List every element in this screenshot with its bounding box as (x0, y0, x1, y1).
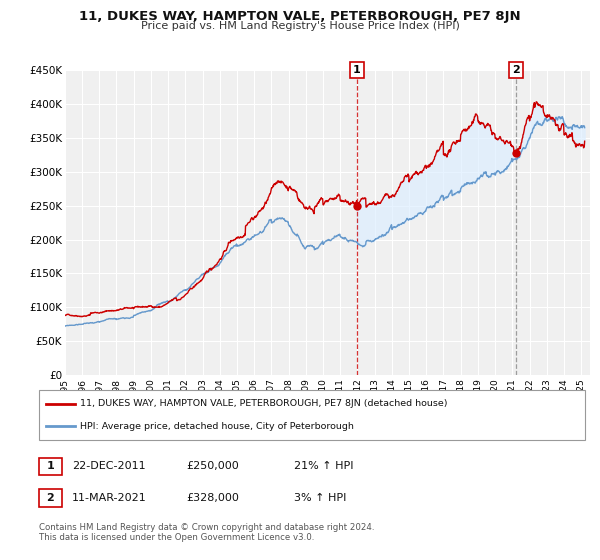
Text: 2: 2 (47, 493, 54, 503)
Text: 11-MAR-2021: 11-MAR-2021 (72, 493, 147, 503)
Text: 2: 2 (512, 65, 520, 75)
Text: £328,000: £328,000 (186, 493, 239, 503)
Text: Contains HM Land Registry data © Crown copyright and database right 2024.: Contains HM Land Registry data © Crown c… (39, 523, 374, 532)
Text: 1: 1 (353, 65, 361, 75)
Text: £250,000: £250,000 (186, 461, 239, 472)
Text: Price paid vs. HM Land Registry's House Price Index (HPI): Price paid vs. HM Land Registry's House … (140, 21, 460, 31)
Text: 11, DUKES WAY, HAMPTON VALE, PETERBOROUGH, PE7 8JN (detached house): 11, DUKES WAY, HAMPTON VALE, PETERBOROUG… (80, 399, 448, 408)
Text: 21% ↑ HPI: 21% ↑ HPI (294, 461, 353, 472)
Text: HPI: Average price, detached house, City of Peterborough: HPI: Average price, detached house, City… (80, 422, 353, 431)
Text: 22-DEC-2011: 22-DEC-2011 (72, 461, 146, 472)
Text: 1: 1 (47, 461, 54, 472)
Text: 3% ↑ HPI: 3% ↑ HPI (294, 493, 346, 503)
Text: 11, DUKES WAY, HAMPTON VALE, PETERBOROUGH, PE7 8JN: 11, DUKES WAY, HAMPTON VALE, PETERBOROUG… (79, 10, 521, 23)
Text: This data is licensed under the Open Government Licence v3.0.: This data is licensed under the Open Gov… (39, 533, 314, 542)
